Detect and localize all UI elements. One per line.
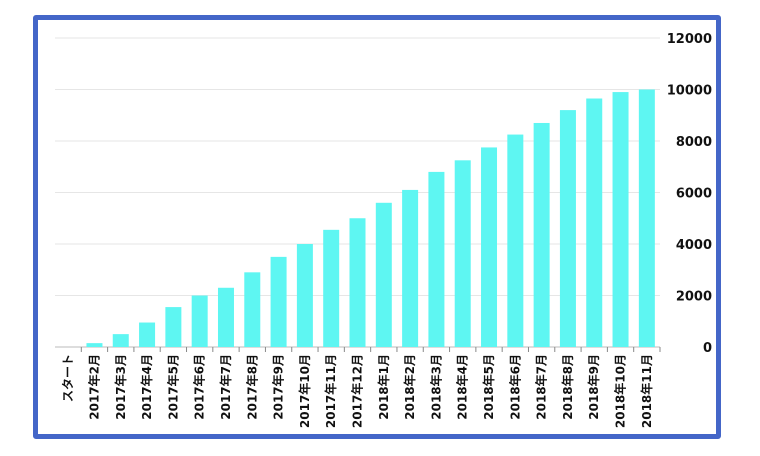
x-tick-label: 2018年11月 [639, 354, 654, 428]
x-tick-label: 2018年2月 [402, 354, 417, 420]
x-tick-label: 2018年7月 [534, 354, 549, 420]
x-tick-label: 2017年7月 [218, 354, 233, 420]
bar [428, 171, 445, 347]
bar [638, 89, 655, 347]
bar [217, 287, 234, 347]
x-tick-label: 2017年12月 [350, 354, 365, 428]
bar [191, 295, 208, 347]
bar [139, 322, 156, 347]
x-tick-label: 2017年6月 [192, 354, 207, 420]
bar [244, 272, 261, 347]
bar [586, 98, 603, 347]
bar [375, 202, 392, 347]
y-tick-label: 2000 [676, 290, 712, 305]
bar [270, 256, 287, 347]
y-tick-label: 6000 [676, 187, 712, 202]
x-tick-label: 2017年8月 [244, 354, 259, 420]
x-tick-label: スタート [61, 354, 75, 402]
bar [112, 334, 129, 347]
y-tick-label: 12000 [667, 32, 712, 47]
x-tick-label: 2017年2月 [86, 354, 101, 420]
bar [612, 92, 629, 347]
x-tick-label: 2018年10月 [613, 354, 628, 428]
y-tick-label: 4000 [676, 238, 712, 253]
bar [165, 307, 182, 347]
x-tick-label: 2017年9月 [271, 354, 286, 420]
y-tick-label: 10000 [667, 84, 712, 99]
bar [349, 218, 366, 347]
bar [481, 147, 498, 347]
x-tick-label: 2018年4月 [455, 354, 470, 420]
bar [296, 244, 313, 347]
x-tick-label: 2018年8月 [560, 354, 575, 420]
bar [559, 110, 576, 347]
bar [507, 134, 524, 347]
x-tick-label: 2018年3月 [428, 354, 443, 420]
x-tick-label: 2017年10月 [297, 354, 312, 428]
x-tick-label: 2017年11月 [323, 354, 338, 428]
x-tick-label: 2018年6月 [507, 354, 522, 420]
x-tick-label: 2018年5月 [481, 354, 496, 420]
x-tick-label: 2018年9月 [586, 354, 601, 420]
x-tick-label: 2017年4月 [139, 354, 154, 420]
y-tick-label: 8000 [676, 135, 712, 150]
x-tick-label: 2017年3月 [113, 354, 128, 420]
bar [86, 343, 103, 347]
x-tick-label: 2018年1月 [376, 354, 391, 420]
y-tick-label: 0 [703, 341, 712, 356]
bar [454, 160, 471, 347]
x-tick-label: 2017年5月 [165, 354, 180, 420]
bar [323, 229, 340, 347]
bar [533, 122, 550, 347]
bar [402, 189, 419, 347]
